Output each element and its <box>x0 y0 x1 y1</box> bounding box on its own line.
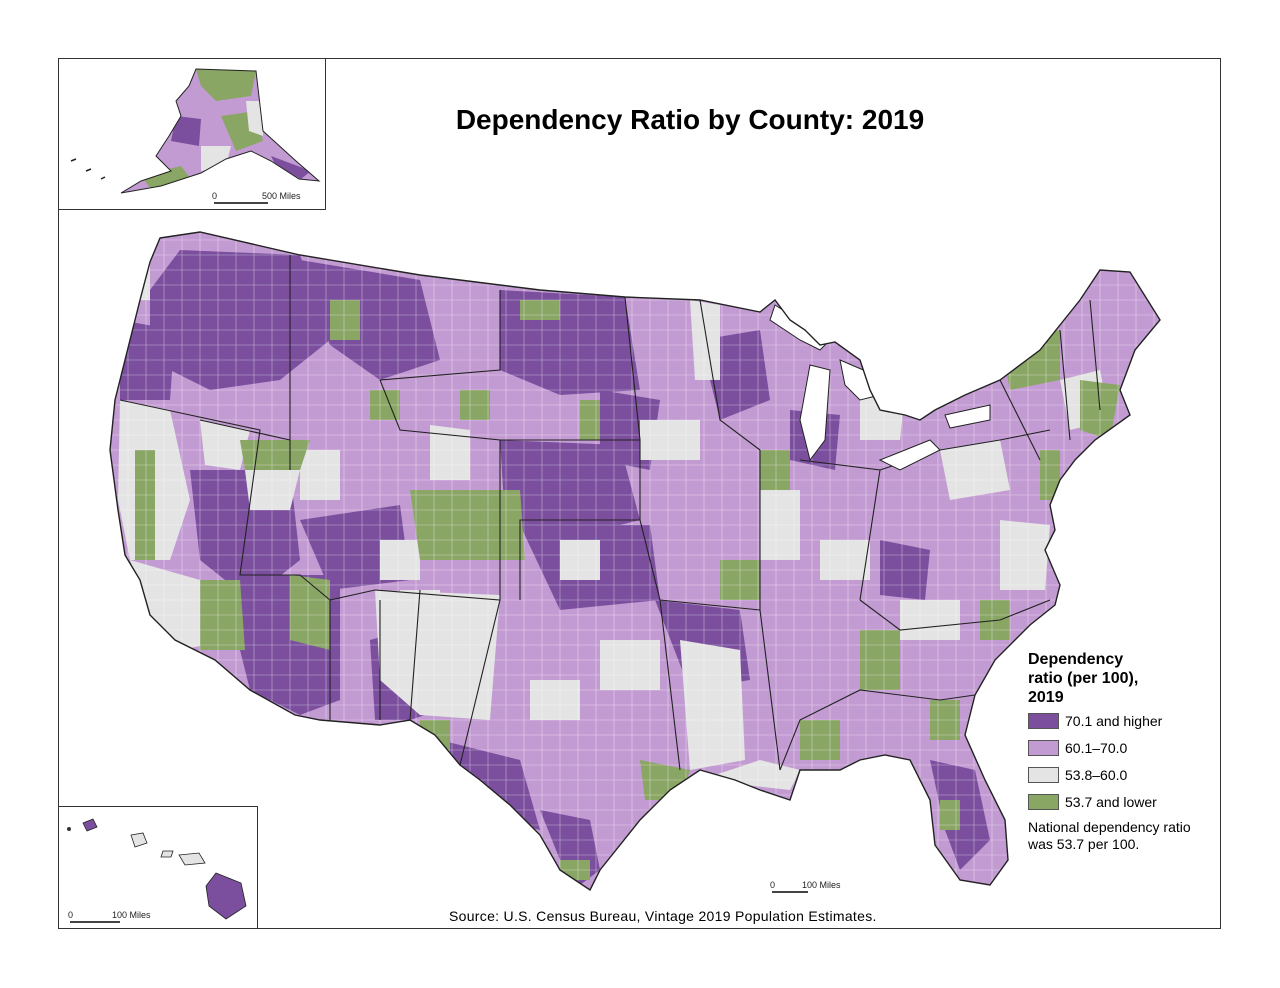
alaska-scale-label: 500 Miles <box>262 191 301 201</box>
legend-swatch-lower-mid <box>1028 766 1059 783</box>
conus-outline <box>109 231 1161 892</box>
legend-label-low: 53.7 and lower <box>1065 793 1157 810</box>
hawaii-scale-zero: 0 <box>68 910 74 920</box>
conus-counties <box>110 232 1160 890</box>
alaska-inset: 0 500 Miles <box>58 58 326 210</box>
main-scale-zero: 0 <box>770 880 776 890</box>
legend-swatch-low <box>1028 793 1059 810</box>
source-note: Source: U.S. Census Bureau, Vintage 2019… <box>449 908 877 924</box>
alaska-map <box>70 68 321 194</box>
legend-label-upper-mid: 60.1–70.0 <box>1065 739 1128 756</box>
main-scale-label: 100 Miles <box>802 880 841 890</box>
hawaii-map <box>67 818 247 920</box>
legend-swatch-upper-mid <box>1028 739 1059 756</box>
state-borders <box>119 255 1101 771</box>
alaska-scale-zero: 0 <box>212 191 218 201</box>
hawaii-scale-label: 100 Miles <box>112 910 151 920</box>
legend-label-high: 70.1 and higher <box>1065 712 1163 729</box>
legend: Dependency ratio (per 100), 2019 70.1 an… <box>1028 650 1218 853</box>
map-title: Dependency Ratio by County: 2019 <box>455 104 925 135</box>
hawaii-inset: 0 100 Miles <box>58 806 258 929</box>
legend-item-upper-mid: 60.1–70.0 <box>1028 734 1218 761</box>
legend-swatch-high <box>1028 712 1059 729</box>
legend-title: Dependency ratio (per 100), 2019 <box>1028 651 1139 706</box>
legend-label-lower-mid: 53.8–60.0 <box>1065 766 1128 783</box>
legend-item-lower-mid: 53.8–60.0 <box>1028 761 1218 788</box>
legend-item-low: 53.7 and lower <box>1028 788 1218 815</box>
legend-item-high: 70.1 and higher <box>1028 707 1218 734</box>
legend-note: National dependency ratio was 53.7 per 1… <box>1028 819 1191 852</box>
